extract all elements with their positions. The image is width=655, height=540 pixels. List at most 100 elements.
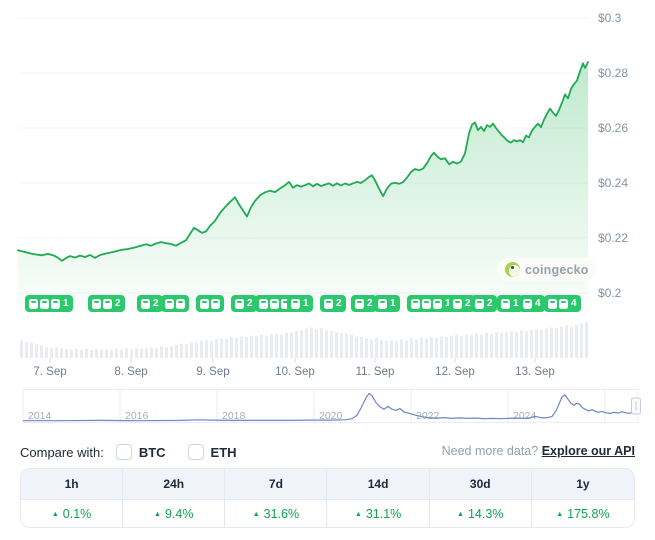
transaction-badge[interactable]: 1 (374, 295, 400, 312)
x-axis-ticks (49, 358, 536, 363)
transaction-icon (501, 298, 510, 309)
svg-text:12. Sep: 12. Sep (435, 366, 475, 378)
transaction-badge[interactable]: 2 (449, 295, 475, 312)
svg-text:11. Sep: 11. Sep (356, 366, 395, 378)
transaction-count: 1 (445, 298, 451, 309)
svg-text:10. Sep: 10. Sep (275, 366, 315, 378)
transaction-count: 4 (535, 298, 541, 309)
transaction-count: 2 (336, 298, 342, 309)
transaction-badge[interactable]: 2 (320, 295, 346, 312)
transaction-badge[interactable]: 1 (25, 295, 73, 312)
table-value-cell: ▲ 175.8% (531, 499, 634, 527)
transaction-badge[interactable]: 2 (231, 295, 257, 312)
transaction-icon (411, 298, 420, 309)
svg-text:8. Sep: 8. Sep (114, 366, 147, 378)
table-value-cell: ▲ 31.6% (225, 499, 328, 527)
transaction-icon (165, 298, 174, 309)
compare-option-eth[interactable]: ETH (187, 444, 237, 460)
transaction-badge[interactable]: 2 (351, 295, 377, 312)
transaction-icon (141, 298, 150, 309)
transaction-icon (270, 298, 279, 309)
table-header-cell: 30d (430, 469, 532, 499)
timeline-navigator[interactable]: 2014 2016 2018 2020 2022 2024 (22, 389, 641, 423)
eth-label: ETH (210, 444, 237, 460)
watermark-label: coingecko (525, 262, 589, 277)
transaction-count: 2 (465, 298, 471, 309)
price-change-table-values: ▲ 0.1% ▲ 9.4% ▲ 31.6% ▲ 31.1% ▲ 14.3% ▲ 175.8% (21, 499, 634, 527)
transaction-badge[interactable]: 4 (544, 295, 581, 312)
up-arrow-icon: ▲ (354, 510, 362, 518)
transaction-icon (29, 298, 38, 309)
svg-text:13. Sep: 13. Sep (515, 366, 555, 378)
navigator-handle[interactable] (631, 397, 641, 415)
transaction-badge[interactable] (255, 295, 294, 312)
transaction-icon (433, 298, 442, 309)
svg-text:$0.28: $0.28 (598, 66, 628, 80)
table-header-cell: 7d (225, 469, 328, 499)
transaction-badge[interactable]: 1 (287, 295, 313, 312)
btc-label: BTC (138, 444, 166, 460)
transaction-badge[interactable]: 1 (497, 295, 523, 312)
transaction-badge[interactable]: 2 (88, 295, 125, 312)
transaction-icon (475, 298, 484, 309)
table-value-cell: ▲ 9.4% (123, 499, 226, 527)
volume-bars (20, 322, 588, 358)
compare-option-btc[interactable]: BTC (115, 444, 166, 460)
transaction-icon (235, 298, 244, 309)
table-value-cell: ▲ 0.1% (21, 499, 124, 527)
svg-text:$0.26: $0.26 (598, 121, 628, 135)
svg-text:2024: 2024 (513, 410, 537, 422)
transaction-icon (291, 298, 300, 309)
x-axis-labels: 7. Sep 8. Sep 9. Sep 10. Sep 11. Sep 12. Sep 1… (33, 366, 554, 378)
transaction-badge[interactable] (161, 295, 189, 312)
eth-checkbox[interactable] (187, 444, 204, 460)
transaction-count: 2 (115, 298, 121, 309)
svg-text:$0.3: $0.3 (598, 11, 622, 25)
transaction-badge[interactable]: 2 (471, 295, 497, 312)
transaction-badge[interactable] (196, 295, 224, 312)
price-area-fill (18, 62, 588, 312)
price-change-table-header: 1h 24h 7d 14d 30d 1y (21, 469, 634, 499)
transaction-icon (200, 298, 209, 309)
transaction-badge[interactable]: 1 (407, 295, 455, 312)
svg-text:$0.2: $0.2 (598, 286, 622, 300)
api-prompt-text: Need more data? (441, 444, 539, 458)
transaction-badge[interactable]: 2 (137, 295, 163, 312)
transaction-count: 1 (63, 298, 69, 309)
svg-text:2022: 2022 (416, 410, 440, 422)
table-header-cell: 1y (576, 477, 590, 491)
price-chart[interactable]: $0.3 $0.28 $0.26 $0.24 $0.22 $0.2 7. Sep 8. Se… (0, 0, 655, 432)
up-arrow-icon: ▲ (51, 510, 59, 518)
api-prompt: Need more data? Explore our API (442, 444, 635, 458)
table-value-cell: ▲ 31.1% (327, 499, 430, 527)
transaction-icon (40, 298, 49, 309)
transaction-icon (92, 298, 101, 309)
up-arrow-icon: ▲ (457, 510, 464, 518)
svg-text:7. Sep: 7. Sep (33, 366, 66, 378)
price-change-table: 1h 24h 7d 14d 30d 1y ▲ 0.1% ▲ 9.4% ▲ 31.6% ▲ 31.1% ▲ 1… (20, 468, 635, 528)
table-header-cell: 24h (123, 469, 226, 499)
up-arrow-icon: ▲ (556, 510, 564, 518)
table-header-cell: 14d (327, 469, 430, 499)
coingecko-logo-icon (505, 262, 520, 277)
transaction-badge[interactable]: 4 (519, 295, 545, 312)
transaction-icon (103, 298, 112, 309)
svg-text:$0.22: $0.22 (598, 231, 628, 245)
svg-text:2014: 2014 (28, 410, 52, 422)
transaction-badge-row: 1 2 2 2 1 2 2 1 1 2 2 1 4 4 (0, 295, 655, 315)
up-arrow-icon: ▲ (154, 510, 161, 518)
y-axis-labels: $0.3 $0.28 $0.26 $0.24 $0.22 $0.2 (598, 11, 628, 300)
transaction-count: 2 (247, 298, 253, 309)
svg-text:9. Sep: 9. Sep (196, 366, 229, 378)
coingecko-watermark: coingecko (497, 258, 597, 281)
transaction-icon (453, 298, 462, 309)
explore-api-link[interactable]: Explore our API (541, 444, 635, 458)
transaction-count: 2 (153, 298, 159, 309)
svg-text:2016: 2016 (125, 410, 149, 422)
transaction-icon (176, 298, 185, 309)
compare-row: Compare with: BTC ETH (20, 441, 635, 463)
btc-checkbox[interactable] (115, 444, 132, 460)
svg-text:2018: 2018 (222, 410, 246, 422)
transaction-icon (548, 298, 557, 309)
transaction-icon (281, 298, 290, 309)
